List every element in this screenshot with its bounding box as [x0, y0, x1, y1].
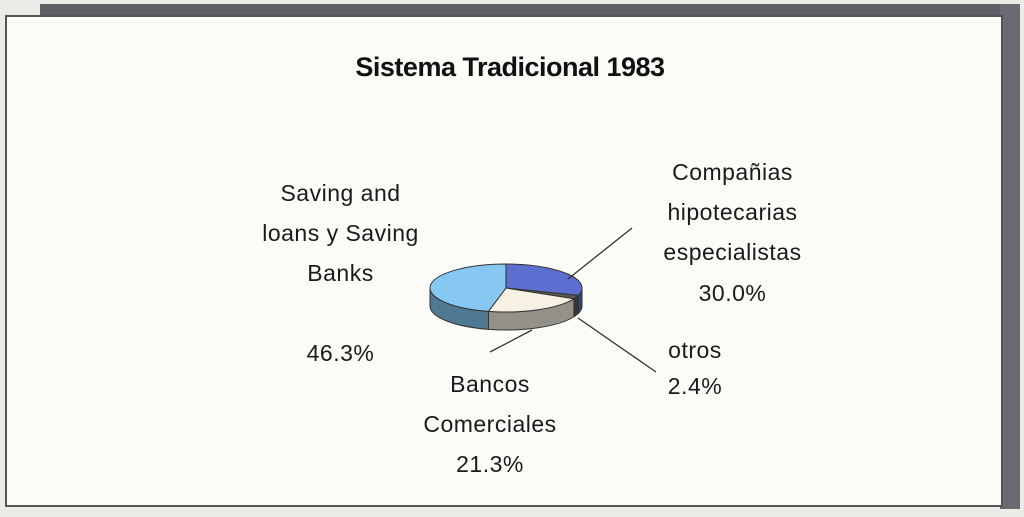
pie — [429, 263, 583, 331]
slice-label: otros — [668, 337, 722, 363]
value-label: 46.3% — [306, 340, 375, 366]
chart-title: Sistema Tradicional 1983 — [355, 52, 665, 82]
value-label: 2.4% — [667, 373, 723, 399]
slice — [505, 263, 583, 296]
leader-line — [567, 227, 633, 280]
slice — [429, 263, 507, 312]
chart-frame — [5, 15, 1003, 507]
frame-shadow — [1000, 4, 1020, 509]
slice — [487, 287, 576, 313]
value-label: 30.0% — [698, 280, 767, 306]
leader-line — [489, 329, 533, 353]
leader-line — [577, 317, 657, 373]
slice-label: Compañias hipotecarias especialistas — [663, 159, 802, 265]
value-label: 21.3% — [456, 451, 524, 477]
slice-label: Bancos Comerciales — [423, 371, 557, 437]
slice-label: Saving and loans y Saving Banks — [262, 180, 419, 286]
